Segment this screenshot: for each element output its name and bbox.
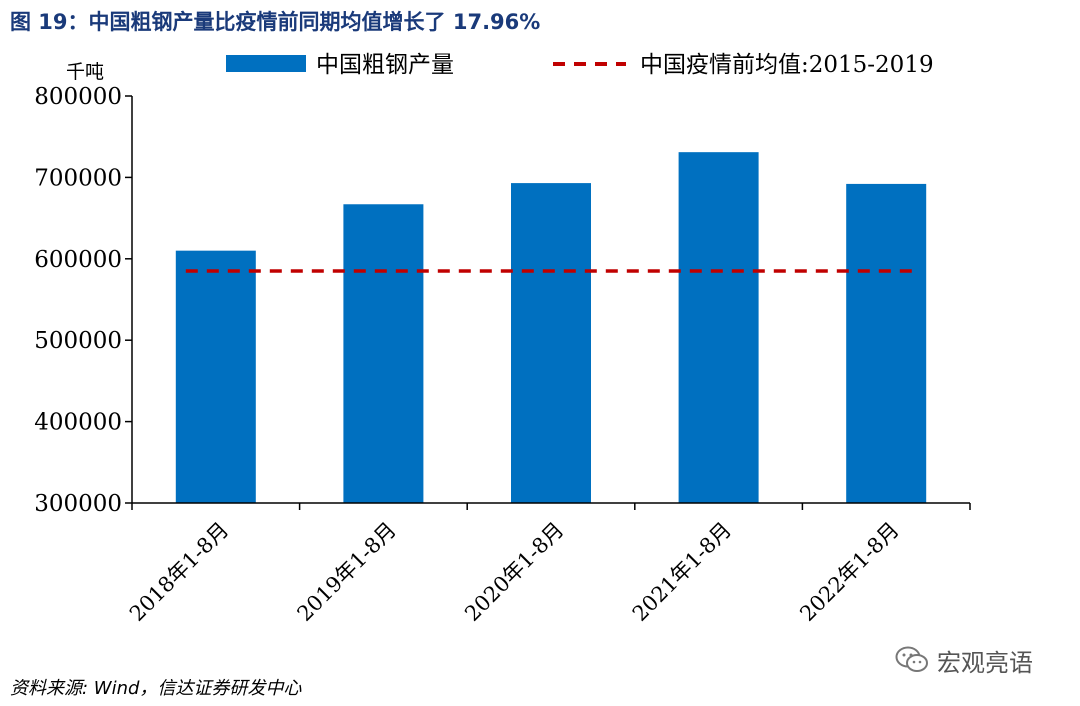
bar — [678, 152, 759, 503]
figure-title: 图 19：中国粗钢产量比疫情前同期均值增长了 17.96% — [10, 10, 541, 34]
y-tick-label: 700000 — [34, 165, 122, 191]
bar — [175, 250, 256, 503]
bar — [343, 204, 424, 503]
legend: 中国粗钢产量 中国疫情前均值:2015-2019 — [226, 52, 934, 78]
y-unit-label: 千吨 — [66, 61, 104, 83]
bar — [846, 183, 927, 504]
y-tick-label: 800000 — [34, 84, 122, 110]
y-tick-label: 400000 — [34, 410, 122, 436]
x-tick-label: 2020年1-8月 — [460, 518, 568, 626]
y-tick-label: 600000 — [34, 247, 122, 273]
x-tick-label: 2018年1-8月 — [125, 518, 233, 626]
plot-area: 800000 700000 600000 500000 400000 3000002018… — [34, 84, 971, 626]
x-tick-label: 2022年1-8月 — [795, 518, 903, 626]
watermark-text: 宏观亮语 — [937, 648, 1033, 677]
legend-avg-label: 中国疫情前均值:2015-2019 — [640, 52, 934, 78]
legend-bar-swatch — [226, 55, 306, 72]
source-note: 资料来源: Wind，信达证券研发中心 — [10, 678, 302, 699]
y-tick-label: 500000 — [34, 328, 122, 354]
y-tick-label: 300000 — [34, 491, 122, 517]
bar — [511, 183, 591, 503]
x-tick-label: 2021年1-8月 — [628, 518, 736, 626]
wechat-icon — [895, 646, 928, 672]
watermark: 宏观亮语 — [895, 640, 1033, 680]
legend-bar-label: 中国粗钢产量 — [316, 52, 454, 78]
x-tick-label: 2019年1-8月 — [293, 518, 401, 626]
